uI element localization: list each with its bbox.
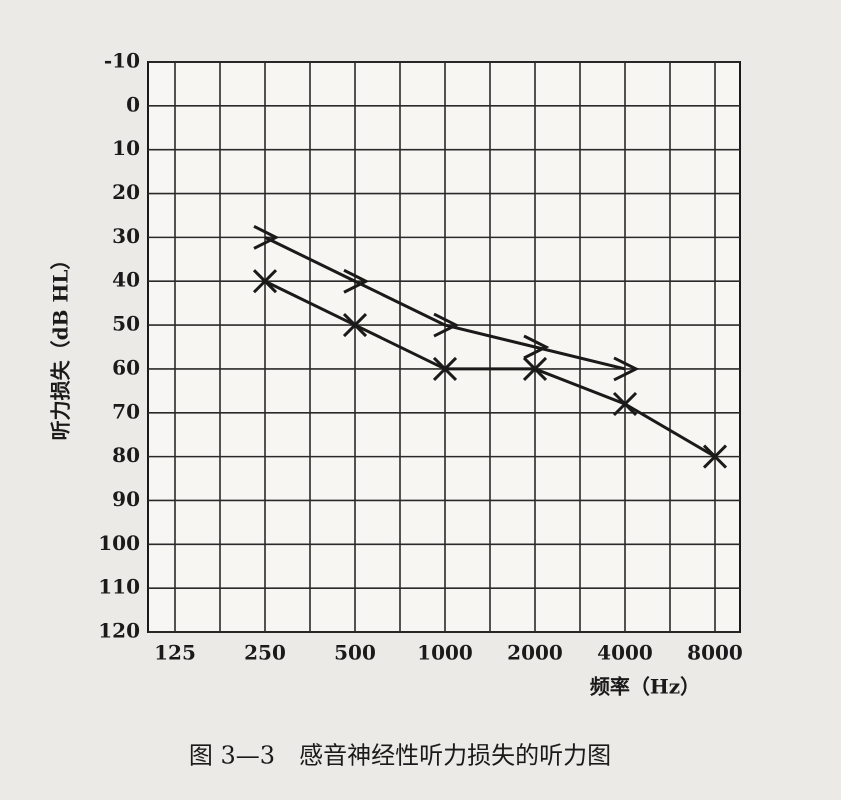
y-tick-label: 10 [112, 136, 140, 160]
y-tick-label: 110 [98, 575, 140, 599]
plot-frame [147, 61, 741, 633]
x-tick-label: 2000 [507, 641, 563, 665]
marker [342, 313, 368, 338]
x-tick-label: 4000 [597, 641, 653, 665]
marker [253, 225, 280, 250]
x-axis-label: 频率（Hz） [590, 675, 700, 699]
marker [702, 444, 728, 469]
x-tick-label: 125 [154, 641, 196, 665]
marker [343, 268, 370, 294]
y-tick-label: -10 [104, 49, 140, 73]
y-tick-label: 50 [112, 312, 140, 336]
y-tick-label: 100 [98, 531, 140, 555]
y-axis-label: 听力损失（dB HL） [49, 250, 73, 441]
y-tick-label: 0 [126, 92, 140, 116]
marker [433, 312, 460, 338]
series-line [264, 279, 716, 458]
y-tick-label: 80 [112, 443, 140, 467]
series-line [264, 236, 626, 371]
y-tick-label: 90 [112, 487, 140, 511]
caption: 图 3—3 感音神经性听力损失的听力图 [189, 742, 611, 770]
y-tick-label: 60 [112, 355, 140, 379]
y-tick-label: 70 [112, 399, 140, 423]
y-tick-label: 120 [98, 619, 140, 643]
marker [612, 391, 638, 417]
marker [523, 334, 550, 360]
x-tick-label: 500 [334, 641, 376, 665]
y-tick-label: 30 [112, 224, 140, 248]
x-tick-label: 8000 [687, 641, 743, 665]
marker [432, 356, 458, 381]
marker [252, 269, 278, 294]
y-tick-label: 40 [112, 268, 140, 292]
x-tick-label: 250 [244, 641, 286, 665]
marker [613, 356, 640, 382]
x-tick-label: 1000 [417, 641, 473, 665]
y-tick-label: 20 [112, 180, 140, 204]
marker [522, 356, 548, 381]
